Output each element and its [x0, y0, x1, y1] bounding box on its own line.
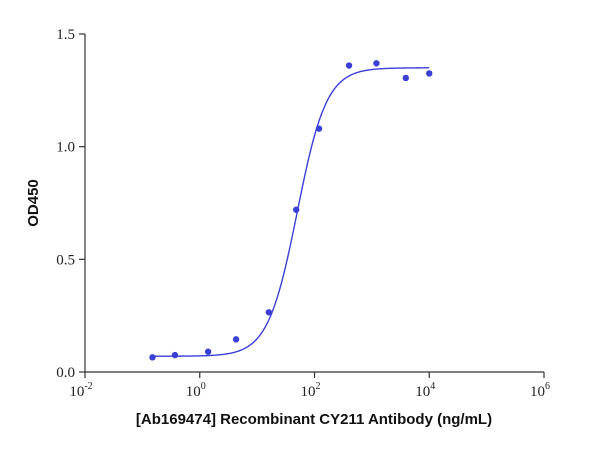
y-tick-label: 1.0	[56, 140, 75, 156]
data-point	[345, 62, 353, 69]
data-point	[426, 70, 433, 77]
data-point	[149, 354, 156, 361]
data-point	[265, 309, 273, 316]
y-tick-label: 1.5	[56, 27, 75, 43]
y-tick-label: 0.5	[56, 252, 75, 268]
x-tick-label: 100	[186, 381, 206, 400]
y-ticks: 0.0 0.5 1.0 1.5	[56, 27, 85, 381]
data-point	[204, 348, 212, 355]
y-axis-title: OD450	[25, 179, 42, 227]
x-ticks: 10-2 100 102 104 106	[69, 372, 550, 400]
x-tick-label: 10-2	[69, 381, 92, 400]
data-point	[402, 74, 409, 82]
data-point	[232, 336, 240, 343]
data-point	[171, 351, 179, 359]
data-point	[315, 125, 323, 132]
data-points	[149, 60, 433, 361]
axes	[84, 34, 544, 373]
data-point	[373, 60, 380, 67]
x-tick-label: 104	[415, 381, 435, 400]
fit-curve	[152, 67, 430, 357]
x-tick-label: 106	[530, 381, 550, 400]
x-axis-title: [Ab169474] Recombinant CY211 Antibody (n…	[136, 411, 492, 428]
data-point	[293, 206, 300, 213]
y-tick-label: 0.0	[56, 365, 75, 381]
x-tick-label: 102	[301, 381, 321, 400]
